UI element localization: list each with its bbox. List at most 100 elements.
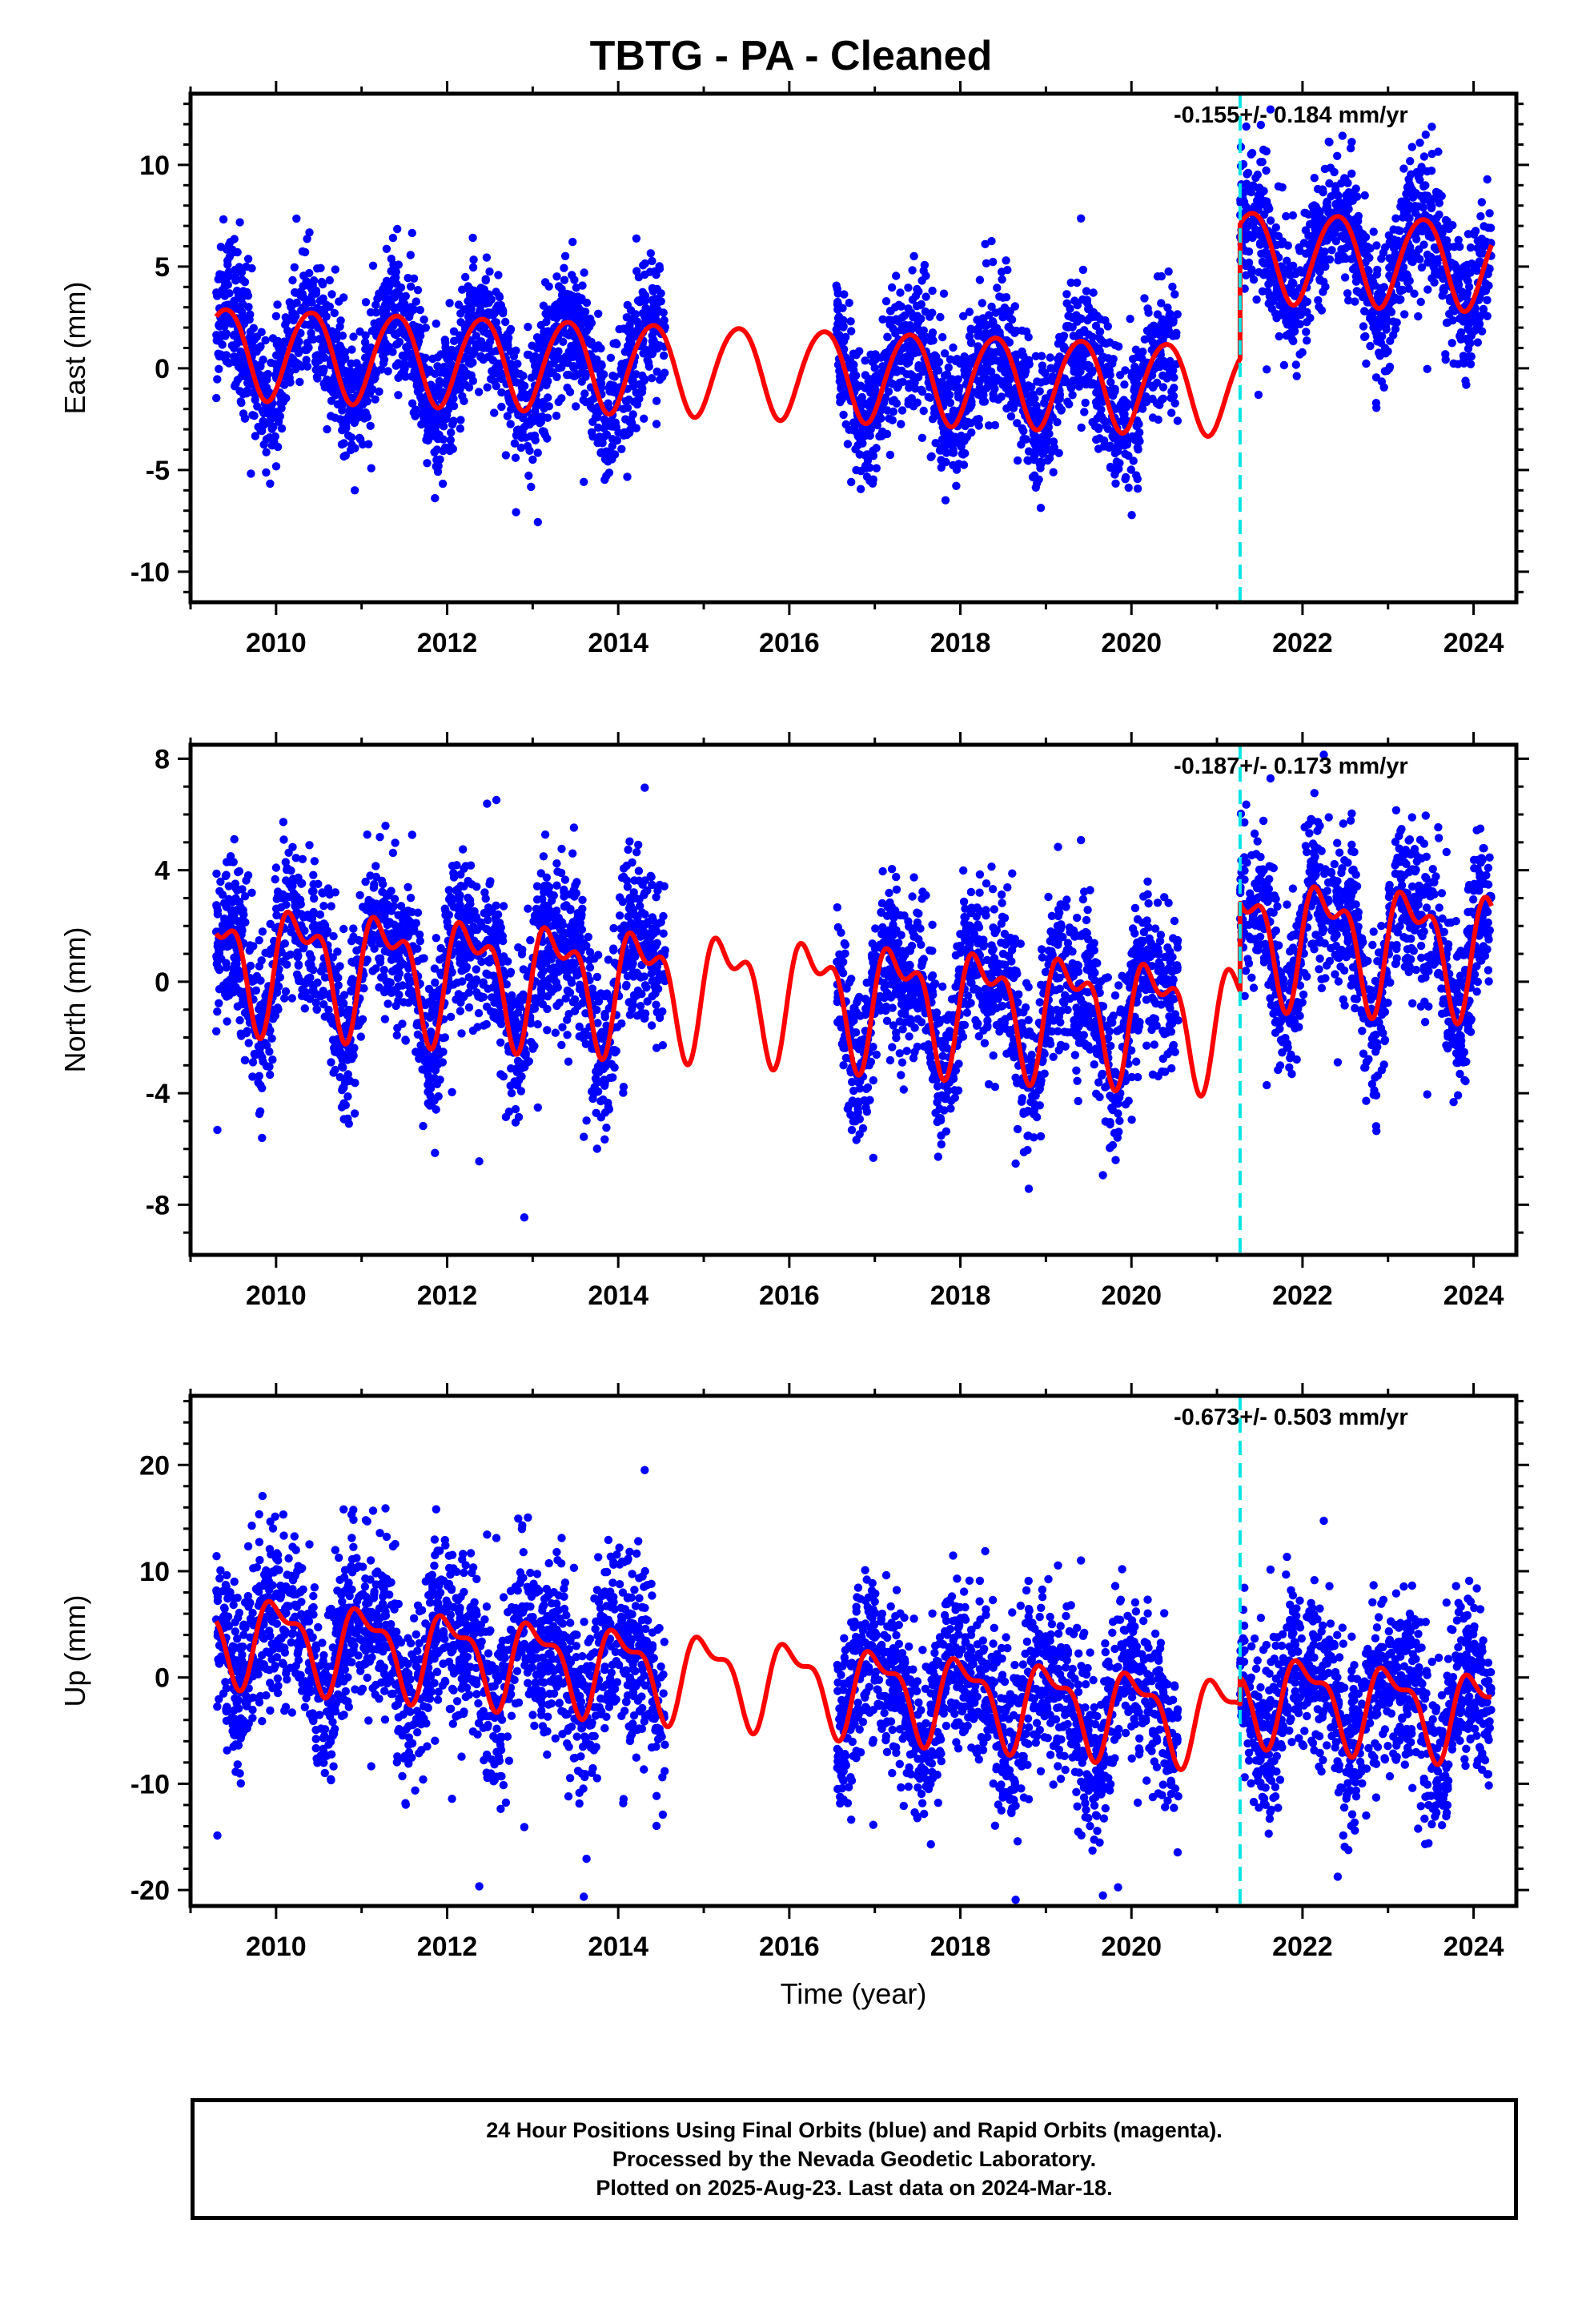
data-point (954, 386, 963, 396)
data-point (580, 268, 588, 277)
data-point (1042, 439, 1051, 448)
data-point (1240, 284, 1249, 293)
data-point (398, 296, 408, 305)
data-point (1331, 237, 1341, 246)
data-point (1481, 286, 1491, 296)
data-point (1389, 331, 1398, 340)
data-point (339, 439, 348, 448)
data-point (1466, 243, 1476, 252)
data-point (906, 379, 916, 388)
data-point (1164, 267, 1173, 276)
data-point (309, 276, 319, 285)
data-point (626, 415, 636, 424)
data-point (389, 304, 399, 313)
data-point (1448, 221, 1457, 230)
data-point (1483, 175, 1492, 184)
data-point (394, 260, 403, 269)
data-point (1382, 325, 1391, 334)
data-point (237, 398, 246, 408)
data-point (1399, 164, 1408, 173)
data-point (367, 464, 375, 472)
data-point (220, 282, 229, 292)
data-point (894, 300, 904, 309)
data-point (592, 972, 602, 982)
data-point (1315, 275, 1324, 283)
data-point (939, 440, 949, 450)
data-point (1343, 179, 1352, 187)
data-point (1427, 274, 1436, 283)
data-point (981, 239, 990, 248)
data-point (436, 418, 444, 428)
data-point (1404, 284, 1413, 293)
data-point (350, 486, 359, 495)
data-point (638, 371, 647, 380)
data-point (913, 284, 921, 294)
data-point (1419, 152, 1429, 161)
data-point (1394, 226, 1403, 235)
data-point (394, 391, 403, 400)
data-point (407, 303, 416, 312)
data-point (531, 436, 540, 444)
data-point (1041, 394, 1050, 403)
data-point (1435, 903, 1443, 912)
data-point (1147, 371, 1157, 380)
data-point (1262, 166, 1271, 175)
data-point (990, 420, 1000, 430)
data-point (1379, 248, 1388, 257)
data-point (490, 377, 499, 386)
data-point (245, 315, 254, 324)
data-point (407, 360, 416, 368)
data-point (270, 438, 279, 447)
data-point (529, 356, 538, 364)
data-point (349, 332, 358, 341)
data-point (869, 452, 878, 460)
data-point (387, 255, 396, 263)
data-point (1347, 169, 1356, 178)
data-point (909, 251, 918, 261)
data-point (274, 417, 283, 426)
data-point (302, 356, 311, 364)
data-point (883, 332, 892, 341)
data-point (347, 433, 356, 442)
data-point (1416, 297, 1425, 307)
data-point (1302, 328, 1311, 336)
data-point (967, 428, 976, 437)
data-point (913, 319, 922, 328)
data-point (238, 275, 247, 284)
data-point (1395, 296, 1404, 304)
data-point (1325, 138, 1334, 147)
data-point (560, 297, 569, 306)
data-point (1406, 182, 1415, 191)
data-point (282, 317, 291, 326)
data-point (576, 361, 585, 371)
data-point (1124, 483, 1133, 493)
page-title: TBTG - PA - Cleaned (589, 33, 993, 79)
data-point (416, 305, 424, 315)
data-point (937, 463, 946, 472)
data-point (865, 463, 874, 472)
data-point (1360, 332, 1369, 341)
data-point (623, 300, 632, 310)
data-point (987, 302, 996, 312)
data-point (267, 413, 276, 422)
data-point (623, 472, 632, 481)
data-point (915, 326, 924, 336)
data-point (975, 378, 984, 387)
data-point (987, 236, 996, 246)
data-point (1346, 144, 1355, 153)
data-point (1115, 439, 1124, 448)
data-point (961, 421, 970, 431)
data-point (303, 235, 311, 243)
data-point (1017, 440, 1026, 449)
data-point (1049, 437, 1058, 446)
data-point (1347, 138, 1356, 147)
data-point (1485, 209, 1494, 218)
data-point (975, 275, 985, 284)
data-point (423, 432, 432, 440)
data-point (1126, 315, 1134, 324)
data-point (479, 355, 488, 364)
data-point (231, 276, 240, 285)
data-point (572, 283, 580, 292)
data-point (866, 425, 875, 434)
data-point (511, 453, 520, 462)
